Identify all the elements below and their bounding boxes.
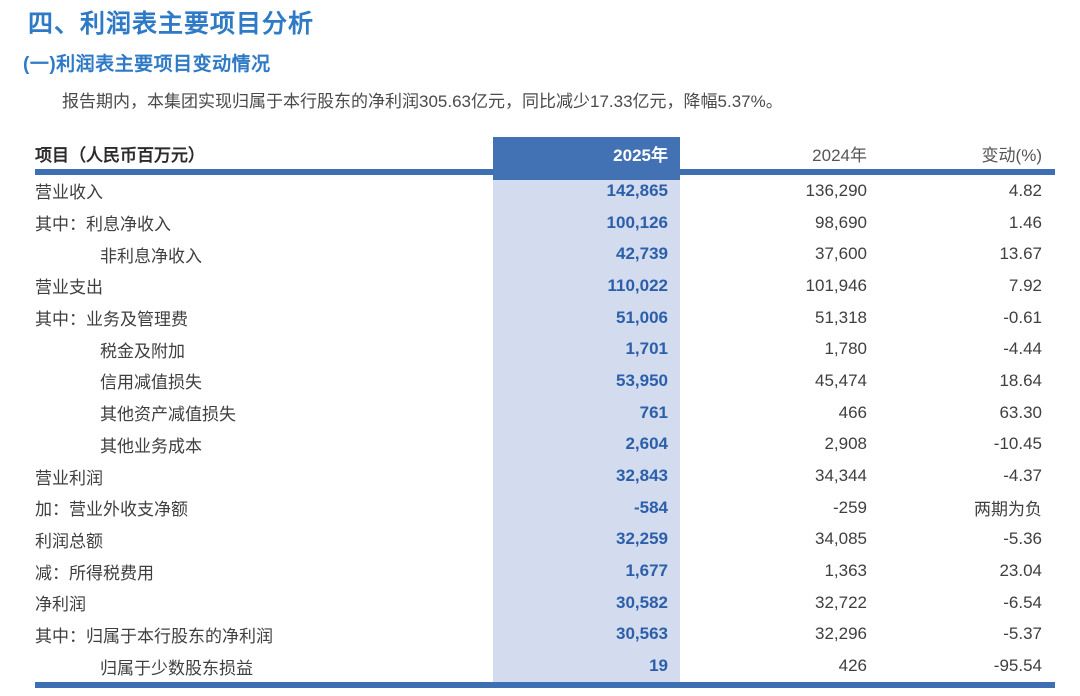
value-2024: 136,290 (805, 180, 867, 200)
value-2025: 2,604 (625, 434, 668, 454)
value-2025: 30,563 (616, 624, 668, 644)
row-label: 加：营业外收支净额 (35, 500, 188, 520)
value-2024: -259 (832, 497, 867, 517)
row-label: 净利润 (35, 595, 86, 615)
value-2025: 32,259 (616, 529, 668, 549)
value-change: 63.30 (999, 402, 1042, 422)
subsection-title: (一)利润表主要项目变动情况 (23, 54, 271, 75)
table-row: 归属于少数股东损益 19 426 -95.54 (35, 650, 1055, 682)
value-2024: 98,690 (815, 212, 867, 232)
table-row: 信用减值损失 53,950 45,474 18.64 (35, 365, 1055, 397)
row-label: 营业支出 (35, 278, 103, 298)
value-change: 两期为负 (974, 500, 1042, 520)
value-change: -5.36 (1003, 529, 1042, 549)
value-2025: 142,865 (606, 180, 668, 200)
value-2024: 1,780 (824, 339, 867, 359)
value-change: 4.82 (1008, 180, 1042, 200)
column-header-item: 项目（人民币百万元） (35, 145, 205, 165)
row-label: 利润总额 (35, 531, 103, 551)
value-2025: 110,022 (607, 275, 668, 295)
bottom-divider (35, 682, 1055, 688)
table-row: 其中：归属于本行股东的净利润 30,563 32,296 -5.37 (35, 619, 1055, 651)
income-statement-table: 项目（人民币百万元） 2025年 2024年 变动(%) 营业收入 142,865… (35, 137, 1055, 688)
value-2025: -584 (633, 497, 668, 517)
row-label: 其中：利息净收入 (35, 215, 171, 235)
column-header-2025: 2025年 (613, 145, 668, 165)
table-row: 加：营业外收支净额 -584 -259 两期为负 (35, 492, 1055, 524)
table-row: 其中：业务及管理费 51,006 51,318 -0.61 (35, 302, 1055, 334)
table-row: 其他业务成本 2,604 2,908 -10.45 (35, 429, 1055, 461)
value-2024: 51,318 (815, 307, 867, 327)
row-label: 其中：归属于本行股东的净利润 (35, 626, 273, 646)
column-header-change: 变动(%) (981, 145, 1042, 165)
row-label: 信用减值损失 (100, 373, 202, 393)
table-body: 营业收入 142,865 136,290 4.82 其中：利息净收入 100,126 98,… (35, 175, 1055, 682)
value-2024: 34,085 (815, 529, 867, 549)
value-2024: 34,344 (815, 466, 867, 486)
value-2024: 32,296 (815, 624, 867, 644)
value-change: -6.54 (1003, 592, 1042, 612)
value-2025: 761 (639, 402, 668, 422)
row-label: 营业收入 (35, 183, 103, 203)
value-2024: 466 (838, 402, 867, 422)
value-2024: 1,363 (824, 561, 867, 581)
value-2025: 51,006 (616, 307, 668, 327)
value-2024: 32,722 (815, 592, 867, 612)
highlight-column-2025 (493, 175, 680, 682)
table-row: 其中：利息净收入 100,126 98,690 1.46 (35, 207, 1055, 239)
value-change: 18.64 (999, 370, 1042, 390)
value-2025: 30,582 (616, 592, 668, 612)
value-2025: 1,701 (625, 339, 668, 359)
value-change: -0.61 (1003, 307, 1042, 327)
row-label: 其中：业务及管理费 (35, 310, 188, 330)
row-label: 非利息净收入 (100, 246, 202, 266)
table-row: 营业支出 110,022 101,946 7.92 (35, 270, 1055, 302)
value-2025: 100,126 (606, 212, 668, 232)
value-2024: 426 (838, 656, 867, 676)
table-row: 其他资产减值损失 761 466 63.30 (35, 397, 1055, 429)
row-label: 归属于少数股东损益 (100, 658, 253, 678)
value-2024: 37,600 (815, 244, 867, 264)
value-change: 7.92 (1008, 275, 1042, 295)
value-2024: 2,908 (824, 434, 867, 454)
column-header-2024: 2024年 (812, 145, 867, 165)
row-label: 其他业务成本 (100, 436, 202, 456)
value-2024: 45,474 (815, 370, 867, 390)
row-label: 营业利润 (35, 468, 103, 488)
value-2025: 1,677 (625, 561, 668, 581)
highlight-header-2025 (493, 137, 680, 180)
table-row: 营业利润 32,843 34,344 -4.37 (35, 460, 1055, 492)
value-2025: 42,739 (616, 244, 668, 264)
value-change: -5.37 (1003, 624, 1042, 644)
row-label: 税金及附加 (100, 341, 185, 361)
section-title: 四、利润表主要项目分析 (28, 10, 315, 38)
value-2025: 19 (649, 656, 668, 676)
table-row: 税金及附加 1,701 1,780 -4.44 (35, 333, 1055, 365)
table-row: 非利息净收入 42,739 37,600 13.67 (35, 238, 1055, 270)
table-header-row: 项目（人民币百万元） 2025年 2024年 变动(%) (35, 137, 1055, 169)
table-row: 净利润 30,582 32,722 -6.54 (35, 587, 1055, 619)
value-change: 13.67 (999, 244, 1042, 264)
value-change: -95.54 (993, 656, 1042, 676)
value-change: -4.37 (1003, 466, 1042, 486)
table-row: 利润总额 32,259 34,085 -5.36 (35, 524, 1055, 556)
table-row: 营业收入 142,865 136,290 4.82 (35, 175, 1055, 207)
value-2025: 32,843 (616, 466, 668, 486)
value-2025: 53,950 (616, 370, 668, 390)
value-change: -4.44 (1003, 339, 1042, 359)
table-row: 减：所得税费用 1,677 1,363 23.04 (35, 555, 1055, 587)
value-change: -10.45 (993, 434, 1042, 454)
intro-paragraph: 报告期内，本集团实现归属于本行股东的净利润305.63亿元，同比减少17.33亿… (62, 92, 783, 111)
report-page: 四、利润表主要项目分析 (一)利润表主要项目变动情况 报告期内，本集团实现归属于… (0, 9, 1080, 696)
row-label: 其他资产减值损失 (100, 405, 236, 425)
value-change: 1.46 (1008, 212, 1042, 232)
row-label: 减：所得税费用 (35, 563, 154, 583)
value-2024: 101,946 (805, 275, 867, 295)
value-change: 23.04 (999, 561, 1042, 581)
